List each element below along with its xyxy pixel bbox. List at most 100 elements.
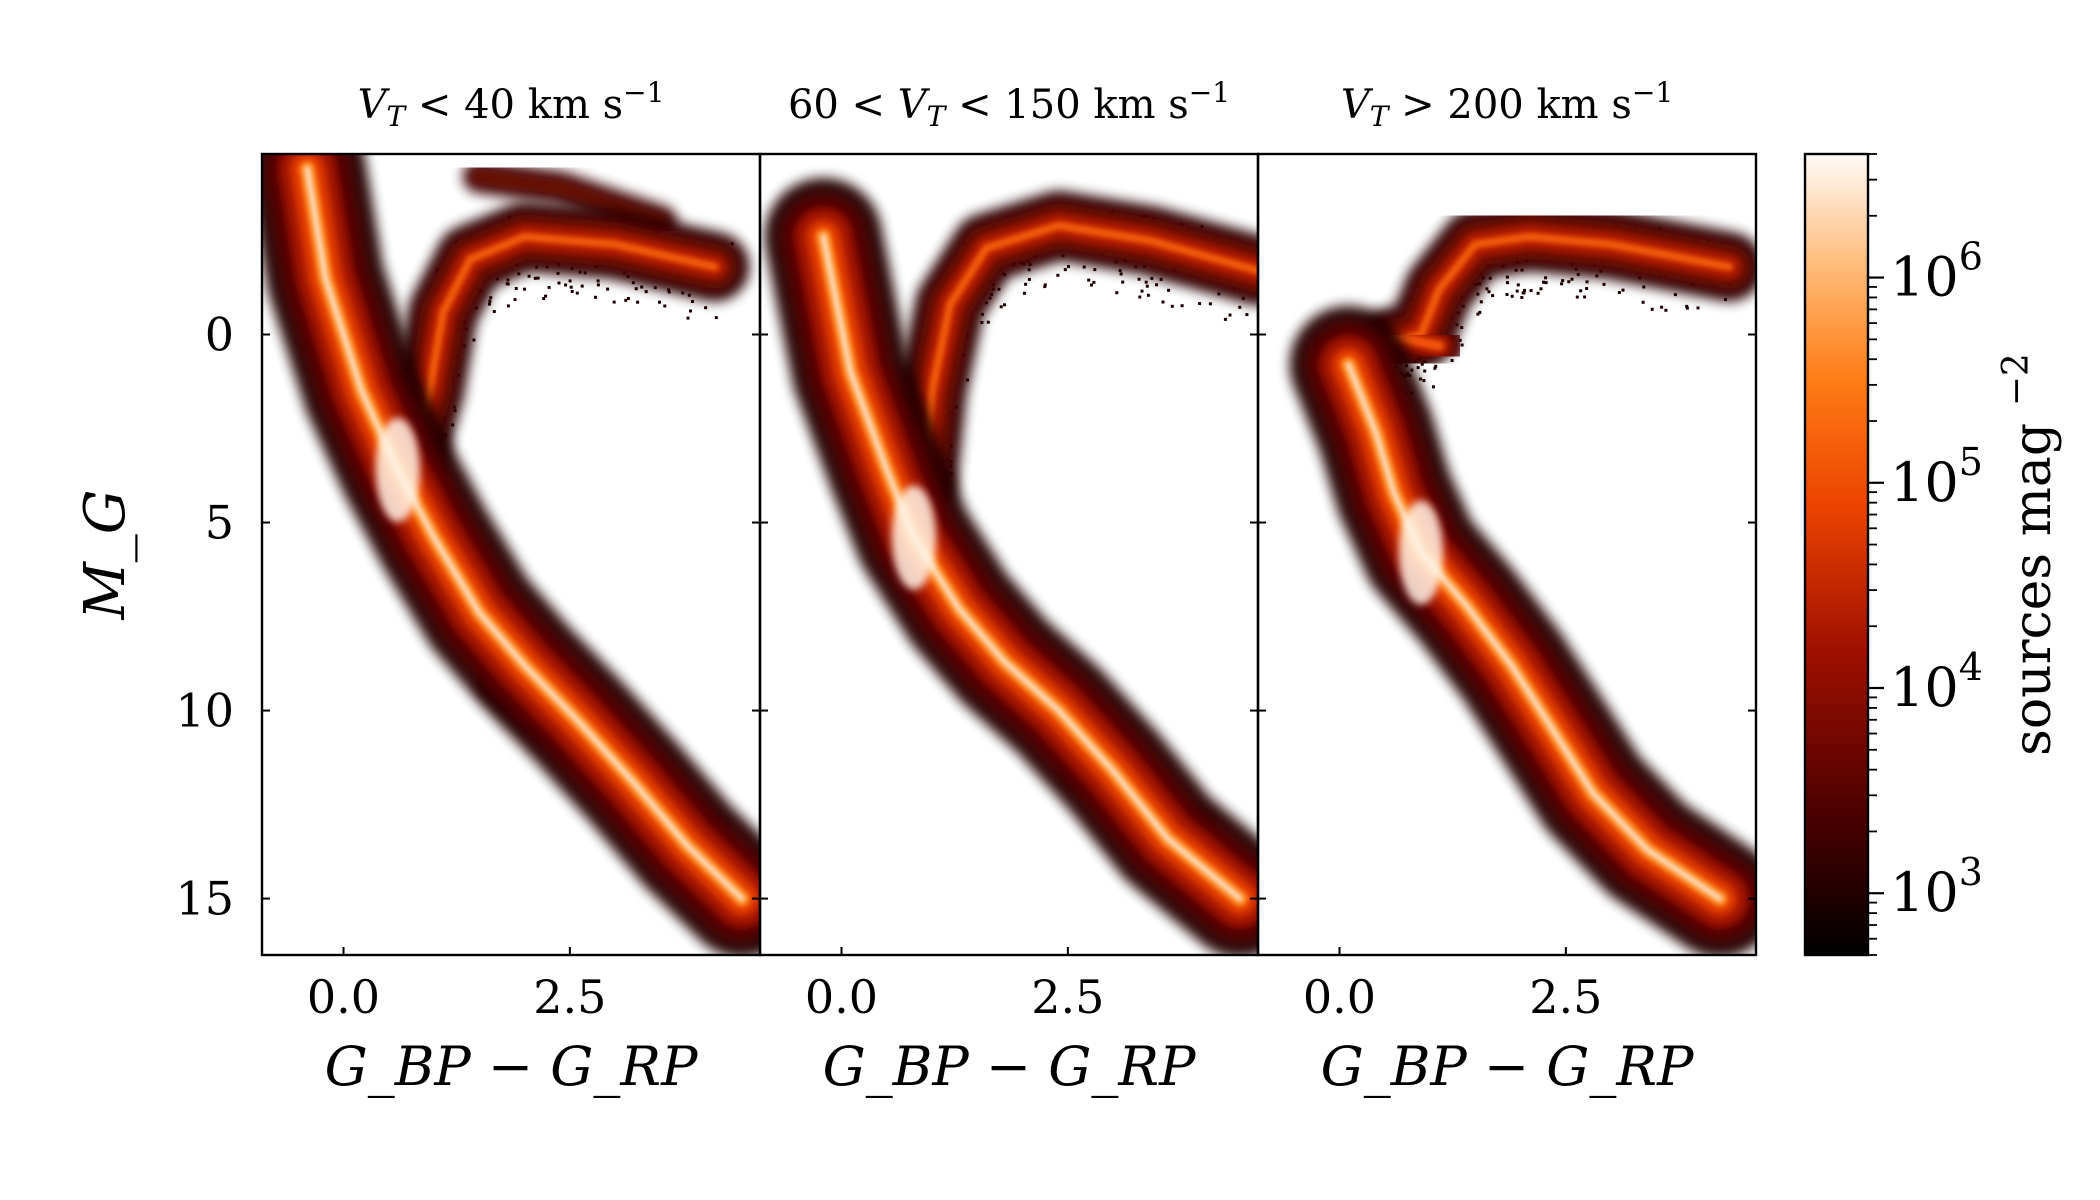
sparse-source bbox=[1570, 277, 1574, 281]
sparse-source bbox=[1544, 281, 1548, 285]
sparse-source bbox=[1121, 280, 1125, 284]
sparse-source bbox=[624, 298, 628, 302]
sparse-source bbox=[1642, 285, 1646, 289]
panels: 0.0 2.5 0 5 10 15 G_BP − G_RP M_G VT < 40 km s−1… bbox=[73, 76, 1758, 1098]
sparse-source bbox=[1575, 295, 1579, 299]
sparse-source bbox=[658, 300, 661, 304]
y-tick-label: 15 bbox=[175, 872, 234, 926]
sparse-source bbox=[689, 309, 692, 313]
main-sequence-layer-2 bbox=[780, 193, 1258, 942]
sparse-source bbox=[506, 282, 510, 286]
sparse-source bbox=[1567, 280, 1571, 284]
sparse-source bbox=[1521, 291, 1525, 295]
sparse-source bbox=[1115, 291, 1119, 295]
sparse-source bbox=[1523, 288, 1527, 292]
x-axis-label: G_BP − G_RP bbox=[325, 1035, 700, 1098]
colorbar-tick-label: 103 bbox=[1890, 850, 1983, 924]
colorbar-gradient bbox=[1805, 154, 1868, 955]
sparse-source bbox=[1664, 308, 1668, 312]
x-tick-label: 0.0 bbox=[805, 970, 878, 1024]
sparse-source bbox=[1146, 293, 1150, 297]
sparse-source bbox=[506, 304, 510, 308]
y-tick-label: 10 bbox=[175, 684, 234, 738]
sparse-source bbox=[999, 305, 1003, 309]
sparse-source bbox=[547, 285, 551, 289]
sparse-source bbox=[536, 276, 540, 280]
hess-density bbox=[262, 154, 769, 955]
main-sequence bbox=[1289, 305, 1756, 955]
sparse-source bbox=[1167, 288, 1171, 292]
sparse-source bbox=[570, 290, 574, 293]
giant-branch bbox=[888, 190, 1258, 513]
x-tick-label: 2.5 bbox=[1529, 970, 1602, 1024]
sparse-source bbox=[1560, 282, 1564, 286]
sparse-source bbox=[1585, 280, 1589, 284]
sparse-source bbox=[1505, 293, 1509, 296]
sparse-source bbox=[568, 279, 572, 283]
sparse-source bbox=[1544, 276, 1548, 280]
sparse-source bbox=[1003, 303, 1006, 307]
main-sequence-layer-6 bbox=[820, 233, 1243, 902]
sparse-source bbox=[1180, 304, 1184, 308]
sparse-source bbox=[691, 300, 694, 303]
sparse-source bbox=[1092, 280, 1096, 284]
panel-2: 0.0 2.5 G_BP − G_RP 60 < VT < 150 km s−1 bbox=[758, 76, 1260, 1098]
sparse-source bbox=[1650, 307, 1654, 311]
main-sequence-layer-6 bbox=[304, 166, 745, 902]
sparse-source bbox=[1432, 385, 1435, 389]
sparse-source bbox=[1063, 268, 1067, 272]
upper-giants-layer-2 bbox=[472, 169, 668, 229]
sparse-source bbox=[1150, 276, 1154, 280]
sparse-source bbox=[1423, 369, 1427, 373]
upper-giants bbox=[462, 159, 678, 239]
turnoff-core bbox=[375, 417, 420, 522]
sparse-source bbox=[533, 276, 537, 280]
colorbar-frame bbox=[1803, 152, 1870, 957]
sparse-source bbox=[686, 316, 690, 320]
sparse-source bbox=[644, 290, 648, 294]
sparse-source bbox=[523, 287, 526, 291]
giant-branch bbox=[371, 201, 750, 505]
sparse-source bbox=[1673, 293, 1677, 297]
sparse-source bbox=[1621, 288, 1625, 292]
sparse-source bbox=[1027, 277, 1031, 281]
panel-title: 60 < VT < 150 km s−1 bbox=[788, 76, 1230, 133]
sparse-source bbox=[513, 298, 517, 302]
sparse-source bbox=[1170, 304, 1174, 308]
sparse-source bbox=[1056, 273, 1060, 277]
sparse-source bbox=[1140, 289, 1144, 293]
sparse-source bbox=[704, 306, 708, 310]
main-sequence bbox=[262, 154, 760, 955]
sparse-source bbox=[489, 296, 493, 300]
sparse-source bbox=[1685, 304, 1689, 308]
sparse-source bbox=[1641, 300, 1645, 304]
sparse-source bbox=[1022, 291, 1026, 295]
sparse-source bbox=[488, 299, 492, 303]
main-sequence-layer-6 bbox=[1345, 361, 1723, 902]
sparse-source bbox=[1460, 326, 1464, 329]
hess-density bbox=[764, 177, 1258, 955]
x-axis-label: G_BP − G_RP bbox=[1321, 1035, 1696, 1098]
sparse-source bbox=[1418, 377, 1422, 381]
sparse-source bbox=[1223, 317, 1227, 321]
sparse-source bbox=[575, 291, 579, 295]
panel-frame bbox=[1256, 152, 1758, 957]
colorbar-tick-label: 106 bbox=[1890, 235, 1983, 309]
sparse-source bbox=[1685, 306, 1689, 310]
sparse-source bbox=[766, 893, 769, 896]
sparse-source bbox=[714, 316, 718, 320]
x-tick-label: 2.5 bbox=[1031, 970, 1104, 1024]
sparse-source bbox=[1087, 278, 1091, 282]
sparse-source bbox=[1660, 305, 1664, 309]
colorbar-tick-label: 105 bbox=[1890, 440, 1983, 514]
sparse-source bbox=[487, 302, 491, 306]
sparse-source bbox=[1093, 268, 1097, 272]
sparse-source bbox=[1539, 287, 1543, 291]
sparse-source bbox=[1043, 285, 1047, 289]
sparse-source bbox=[1542, 280, 1545, 284]
sparse-source bbox=[640, 285, 644, 289]
sparse-source bbox=[1602, 282, 1606, 286]
panel-title: VT > 200 km s−1 bbox=[1341, 76, 1673, 133]
